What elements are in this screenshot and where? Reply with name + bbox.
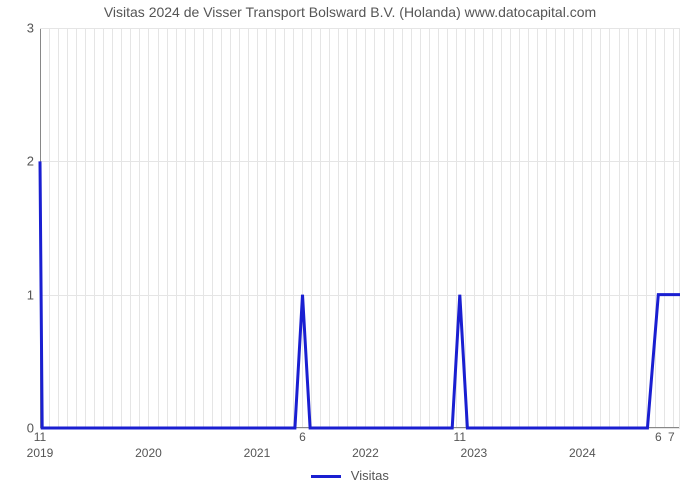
peak-label: 7 [668, 430, 675, 444]
y-tick-label: 3 [27, 21, 34, 36]
legend: Visitas [0, 468, 700, 483]
peak-label: 6 [655, 430, 662, 444]
peak-label: 6 [299, 430, 306, 444]
peak-label: 11 [34, 430, 46, 444]
x-tick-label: 2024 [569, 446, 596, 460]
legend-swatch [311, 475, 341, 478]
x-tick-label: 2020 [135, 446, 162, 460]
x-tick-label: 2022 [352, 446, 379, 460]
x-tick-label: 2021 [244, 446, 271, 460]
x-tick-label: 2023 [461, 446, 488, 460]
chart-title: Visitas 2024 de Visser Transport Bolswar… [0, 4, 700, 20]
y-tick-label: 2 [27, 154, 34, 169]
chart-container: Visitas 2024 de Visser Transport Bolswar… [0, 0, 700, 500]
legend-label: Visitas [351, 468, 389, 483]
peak-label: 11 [454, 430, 466, 444]
x-tick-label: 2019 [27, 446, 54, 460]
y-tick-label: 1 [27, 287, 34, 302]
line-series [40, 28, 680, 428]
plot-area: 01232019202020212022202320241161167 [40, 28, 680, 428]
